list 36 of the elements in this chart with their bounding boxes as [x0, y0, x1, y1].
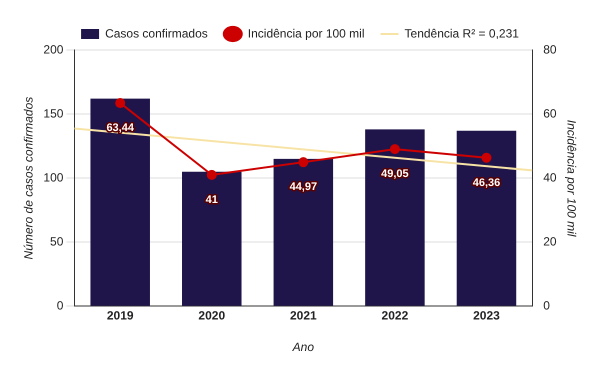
- x-tick-label: 2019: [106, 308, 134, 323]
- bar: [365, 129, 425, 306]
- point: [115, 98, 126, 108]
- legend-label: Incidência por 100 mil: [248, 26, 365, 40]
- x-tick-label: 2020: [198, 308, 226, 323]
- y2-tick-label: 60: [543, 106, 557, 120]
- x-tick-label: 2021: [290, 308, 318, 323]
- y2-axis-title: Incidência por 100 mil: [564, 120, 578, 237]
- y-axis-title: Número de casos confirmados: [22, 96, 36, 260]
- data-label: 49,05: [381, 168, 409, 180]
- point: [390, 144, 400, 154]
- bar: [182, 172, 242, 306]
- x-tick-label: 2023: [473, 308, 500, 323]
- data-label: 46,36: [472, 176, 500, 189]
- y2-tick-label: 80: [543, 42, 557, 56]
- y-tick-label: 150: [43, 106, 64, 120]
- data-label: 44,97: [290, 181, 318, 194]
- y2-tick-label: 0: [543, 298, 550, 313]
- bar: [274, 158, 334, 306]
- y-tick-label: 0: [56, 298, 64, 313]
- point: [481, 152, 492, 163]
- x-tick-label: 2022: [382, 308, 409, 323]
- y2-tick-label: 20: [543, 234, 557, 248]
- bar: [456, 130, 516, 306]
- point: [298, 157, 308, 168]
- legend-label: Tendência R² = 0,231: [404, 26, 520, 40]
- y-tick-label: 50: [50, 234, 64, 248]
- point: [206, 170, 217, 180]
- y-tick-label: 100: [43, 170, 64, 184]
- y2-tick-label: 40: [543, 170, 557, 184]
- data-label: 41: [206, 194, 218, 206]
- legend-label: Casos confirmados: [105, 26, 208, 40]
- y-tick-label: 200: [43, 42, 64, 56]
- data-label: 63,44: [106, 122, 135, 134]
- bar: [90, 98, 150, 306]
- x-axis-title: Ano: [292, 340, 314, 354]
